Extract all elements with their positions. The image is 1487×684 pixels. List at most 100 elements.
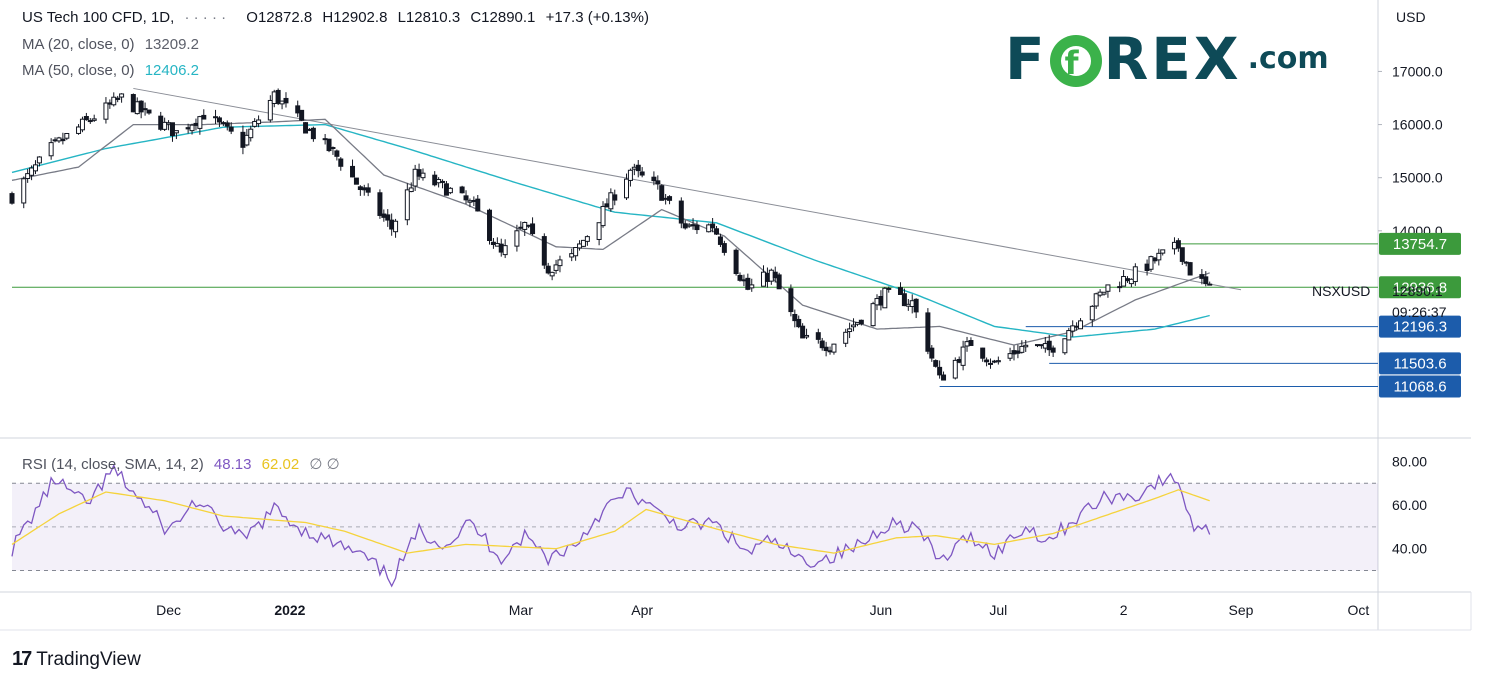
candle-body[interactable] — [107, 102, 113, 105]
candle-body[interactable] — [79, 118, 85, 131]
candle-body[interactable] — [252, 120, 258, 127]
candle-body[interactable] — [764, 272, 770, 282]
ma50-legend[interactable]: MA (50, close, 0) 12406.2 — [22, 62, 205, 79]
candle-body[interactable] — [569, 253, 575, 258]
candle-body[interactable] — [404, 189, 410, 221]
candle-body[interactable] — [624, 178, 630, 199]
candle-body[interactable] — [76, 126, 82, 134]
candle-body[interactable] — [21, 178, 27, 204]
candle-body[interactable] — [1089, 305, 1095, 321]
candle-body[interactable] — [299, 109, 305, 121]
candle-body[interactable] — [443, 183, 449, 196]
candle-body[interactable] — [228, 126, 234, 132]
candle-body[interactable] — [185, 127, 191, 130]
candle-body[interactable] — [651, 176, 657, 182]
candle-body[interactable] — [545, 265, 551, 274]
candle-body[interactable] — [1175, 240, 1181, 249]
candle-body[interactable] — [1183, 261, 1189, 264]
candle-body[interactable] — [937, 366, 943, 376]
candle-body[interactable] — [600, 205, 606, 227]
candle-body[interactable] — [498, 243, 504, 253]
candle-body[interactable] — [608, 192, 614, 210]
candle-body[interactable] — [271, 91, 277, 104]
candle-body[interactable] — [792, 313, 798, 322]
candle-body[interactable] — [353, 177, 359, 185]
candle-body[interactable] — [584, 236, 590, 242]
candle-body[interactable] — [933, 360, 939, 367]
candle-body[interactable] — [847, 328, 853, 333]
candle-body[interactable] — [913, 298, 919, 313]
candle-body[interactable] — [29, 167, 35, 176]
candle-body[interactable] — [612, 194, 618, 201]
candle-body[interactable] — [858, 319, 864, 325]
candle-body[interactable] — [1042, 343, 1048, 349]
candle-body[interactable] — [690, 224, 696, 227]
candle-body[interactable] — [1034, 344, 1040, 347]
candle-body[interactable] — [48, 142, 54, 157]
candle-body[interactable] — [1152, 257, 1158, 262]
candle-body[interactable] — [694, 224, 700, 231]
candle-body[interactable] — [1066, 330, 1072, 341]
candle-body[interactable] — [526, 224, 532, 227]
candle-body[interactable] — [32, 164, 38, 172]
candle-body[interactable] — [350, 165, 356, 178]
candle-body[interactable] — [1105, 284, 1111, 292]
candle-body[interactable] — [471, 199, 477, 202]
candle-body[interactable] — [447, 187, 453, 194]
candle-body[interactable] — [1148, 256, 1154, 270]
tradingview-brand[interactable]: 17 TradingView — [12, 648, 141, 671]
candle-body[interactable] — [854, 321, 860, 325]
candle-body[interactable] — [244, 134, 250, 146]
candle-body[interactable] — [831, 343, 837, 353]
candle-body[interactable] — [663, 197, 669, 200]
candle-body[interactable] — [737, 274, 743, 281]
candle-body[interactable] — [216, 117, 222, 123]
candle-body[interactable] — [988, 362, 994, 365]
candle-body[interactable] — [361, 187, 367, 191]
candle-body[interactable] — [580, 239, 586, 247]
candle-body[interactable] — [874, 298, 880, 306]
candle-body[interactable] — [710, 223, 716, 229]
candle-body[interactable] — [193, 122, 199, 126]
candle-body[interactable] — [166, 122, 172, 125]
candle-body[interactable] — [667, 196, 673, 201]
candle-body[interactable] — [1019, 345, 1025, 353]
candle-body[interactable] — [631, 166, 637, 170]
candle-body[interactable] — [306, 128, 312, 131]
candle-body[interactable] — [334, 150, 340, 157]
candle-body[interactable] — [745, 277, 751, 290]
candle-body[interactable] — [768, 269, 774, 282]
candle-body[interactable] — [1093, 293, 1099, 307]
candle-body[interactable] — [279, 100, 285, 105]
candle-body[interactable] — [557, 259, 563, 267]
candle-body[interactable] — [518, 226, 524, 229]
candle-body[interactable] — [1117, 286, 1123, 289]
candle-body[interactable] — [432, 174, 438, 186]
candle-body[interactable] — [1121, 276, 1127, 287]
candle-body[interactable] — [138, 100, 144, 113]
candle-body[interactable] — [851, 324, 857, 328]
candle-body[interactable] — [1199, 274, 1205, 279]
candle-body[interactable] — [1074, 325, 1080, 328]
candle-body[interactable] — [1128, 278, 1134, 285]
candle-body[interactable] — [995, 360, 1001, 363]
candle-body[interactable] — [956, 359, 962, 363]
candle-body[interactable] — [416, 169, 422, 177]
candle-body[interactable] — [119, 93, 125, 98]
candle-body[interactable] — [220, 122, 226, 125]
candle-body[interactable] — [788, 288, 794, 313]
candle-body[interactable] — [1156, 252, 1162, 261]
candle-body[interactable] — [256, 119, 262, 125]
candle-body[interactable] — [459, 186, 465, 194]
candle-body[interactable] — [678, 200, 684, 224]
candle-body[interactable] — [596, 222, 602, 240]
candle-body[interactable] — [197, 116, 203, 129]
candle-body[interactable] — [980, 347, 986, 359]
candle-body[interactable] — [240, 131, 246, 148]
candle-body[interactable] — [796, 318, 802, 328]
candle-body[interactable] — [1046, 340, 1052, 351]
candle-body[interactable] — [377, 192, 383, 216]
ma20-legend[interactable]: MA (20, close, 0) 13209.2 — [22, 36, 205, 53]
candle-body[interactable] — [1078, 320, 1084, 330]
